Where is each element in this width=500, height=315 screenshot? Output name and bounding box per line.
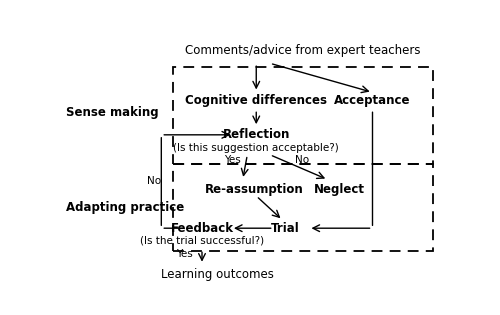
Text: Reflection: Reflection [222,128,290,141]
Text: No: No [295,155,309,164]
Text: Adapting practice: Adapting practice [66,201,184,214]
Text: Acceptance: Acceptance [334,94,411,107]
Text: Comments/advice from expert teachers: Comments/advice from expert teachers [185,44,420,57]
Bar [173,164,432,251]
Text: Trial: Trial [271,222,300,235]
Text: Yes: Yes [176,249,192,259]
Text: (Is the trial successful?): (Is the trial successful?) [140,236,264,246]
Text: Feedback: Feedback [170,222,234,235]
Text: Cognitive differences: Cognitive differences [185,94,327,107]
Text: Re-assumption: Re-assumption [205,183,304,196]
Text: (Is this suggestion acceptable?): (Is this suggestion acceptable?) [174,143,339,153]
Text: Yes: Yes [224,155,240,164]
Text: Sense making: Sense making [66,106,159,119]
Text: No: No [146,176,160,186]
Text: Neglect: Neglect [314,183,365,196]
Text: Learning outcomes: Learning outcomes [161,268,274,281]
Bar [173,67,432,164]
